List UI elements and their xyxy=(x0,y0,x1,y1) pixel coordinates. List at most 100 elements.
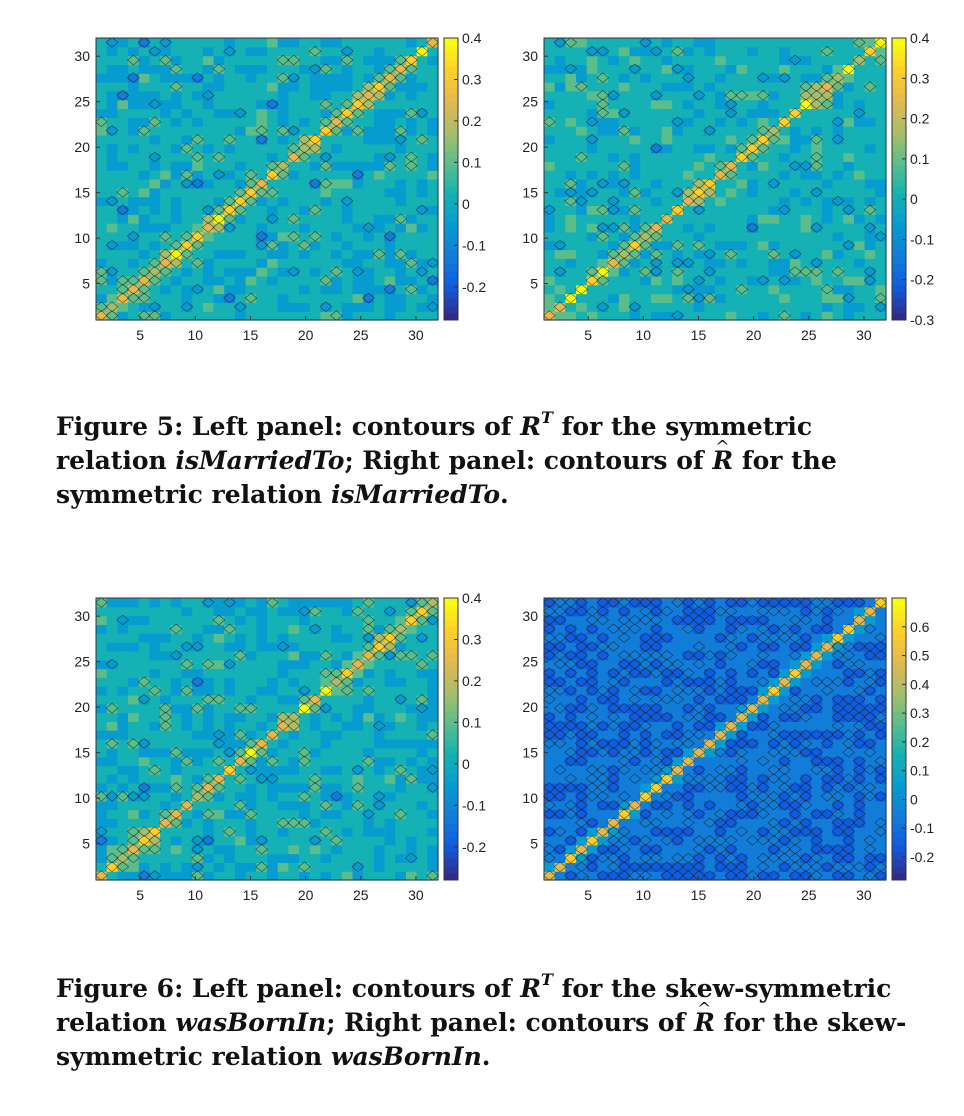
heatmap-cell xyxy=(661,205,673,215)
heatmap-cell xyxy=(213,82,225,92)
heatmap-cell xyxy=(565,117,577,127)
colorbar-frame xyxy=(891,37,907,321)
heatmap-cell xyxy=(160,694,172,705)
colorbar-segment xyxy=(444,823,458,832)
heatmap-cell xyxy=(309,205,322,215)
contour-line xyxy=(351,861,365,872)
heatmap-cell xyxy=(320,134,332,145)
colorbar-segment xyxy=(444,689,458,698)
heatmap-cell xyxy=(256,311,268,321)
heatmap-cell xyxy=(576,871,588,881)
contour-line xyxy=(372,799,386,811)
contour-line xyxy=(319,275,333,286)
heatmap-cell xyxy=(682,143,695,154)
heatmap-cell xyxy=(768,712,780,722)
heatmap-cell xyxy=(202,90,215,101)
contour-line xyxy=(788,852,802,864)
heatmap-cell xyxy=(779,765,791,775)
heatmap-cell xyxy=(331,302,343,312)
heatmap-cell xyxy=(736,650,748,661)
heatmap-cell xyxy=(213,99,225,110)
heatmap-cell xyxy=(170,38,183,48)
heatmap-cell xyxy=(117,293,129,303)
heatmap-cell xyxy=(352,231,364,242)
heatmap-cell xyxy=(661,55,673,66)
heatmap-cell xyxy=(170,606,183,617)
heatmap-cell xyxy=(725,179,737,189)
contour-line xyxy=(116,861,130,872)
heatmap-cell xyxy=(565,862,577,872)
heatmap-cell xyxy=(736,161,748,171)
heatmap-cell xyxy=(715,170,727,180)
heatmap-cell xyxy=(341,730,354,740)
heatmap-cell xyxy=(565,267,577,277)
colorbar-segment xyxy=(892,73,906,81)
heatmap-cell xyxy=(640,633,652,643)
heatmap-cell xyxy=(213,311,225,321)
heatmap-cell xyxy=(288,800,300,811)
heatmap-cell xyxy=(715,791,727,802)
heatmap-cell xyxy=(672,871,684,881)
heatmap-cell xyxy=(341,624,354,634)
heatmap-cell xyxy=(320,668,332,678)
heatmap-cell xyxy=(715,818,727,828)
contour-line xyxy=(148,257,162,268)
heatmap-cell xyxy=(149,765,161,775)
heatmap-cell xyxy=(725,187,737,198)
heatmap-cell xyxy=(586,765,599,775)
heatmap-cell xyxy=(725,46,737,57)
heatmap-cell xyxy=(160,302,172,312)
heatmap-cell xyxy=(586,267,599,277)
heatmap-cell xyxy=(629,712,641,722)
heatmap-cell xyxy=(672,249,684,259)
heatmap-cell xyxy=(395,791,407,802)
heatmap-cell xyxy=(309,117,322,127)
heatmap-cell xyxy=(597,205,609,215)
heatmap-cell xyxy=(661,809,673,819)
heatmap-cell xyxy=(757,293,770,303)
heatmap-cell xyxy=(554,668,566,678)
heatmap-cell xyxy=(661,152,673,162)
heatmap-cell xyxy=(373,214,386,224)
heatmap-cell xyxy=(661,284,673,295)
contour-line xyxy=(362,98,375,110)
heatmap-cell xyxy=(853,143,866,154)
heatmap-cell xyxy=(811,677,823,687)
heatmap-cell xyxy=(352,258,364,268)
heatmap-cell xyxy=(789,90,802,101)
heatmap-cell xyxy=(363,668,375,678)
heatmap-cell xyxy=(608,46,620,57)
heatmap-cell xyxy=(192,871,204,881)
heatmap-cell xyxy=(640,108,652,118)
heatmap-cell xyxy=(395,677,407,687)
heatmap-cell xyxy=(427,862,439,872)
heatmap-cell xyxy=(96,161,108,171)
heatmap-cell xyxy=(757,624,770,634)
heatmap-cell xyxy=(618,55,631,66)
heatmap-cell xyxy=(843,311,855,321)
heatmap-cell xyxy=(843,791,855,802)
heatmap-cell xyxy=(875,712,887,722)
heatmap-cell xyxy=(843,223,855,233)
heatmap-cell xyxy=(234,275,247,286)
contour-line xyxy=(383,283,397,295)
heatmap-cell xyxy=(779,240,791,251)
heatmap-cell xyxy=(256,205,268,215)
heatmap-cell xyxy=(768,747,780,758)
heatmap-cell xyxy=(800,64,812,74)
heatmap-cell xyxy=(181,747,193,758)
heatmap-cell xyxy=(565,187,577,198)
heatmap-cell xyxy=(299,774,311,784)
heatmap-cell xyxy=(405,82,418,92)
contour-line xyxy=(415,46,429,57)
heatmap-cell xyxy=(405,677,418,687)
heatmap-cell xyxy=(352,46,364,57)
contour-line xyxy=(778,861,791,872)
heatmap-cell xyxy=(853,633,866,643)
contour-line xyxy=(351,107,365,119)
heatmap-cell xyxy=(565,686,577,696)
contour-line xyxy=(137,843,151,855)
colorbar-segment xyxy=(892,38,906,46)
heatmap-cell xyxy=(672,739,684,749)
heatmap-cell xyxy=(768,853,780,863)
